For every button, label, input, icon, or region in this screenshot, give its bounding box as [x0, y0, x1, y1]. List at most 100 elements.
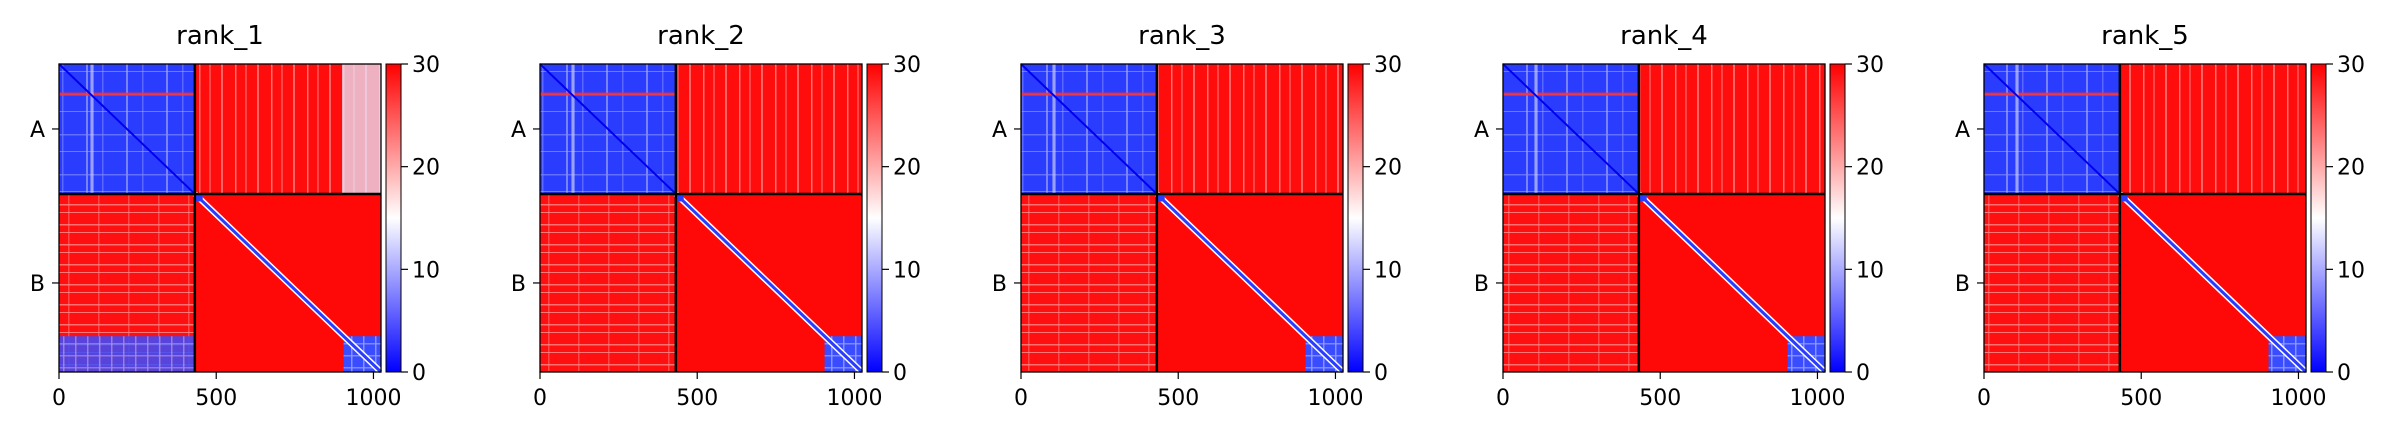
column-feature [90, 64, 94, 194]
colorbar-tick-label: 0 [412, 361, 426, 386]
axes-frame [58, 63, 382, 373]
colorbar [1347, 63, 1364, 373]
column-feature [342, 64, 381, 194]
colorbar-tick-label: 0 [2337, 361, 2351, 386]
x-tick-label: 1000 [826, 386, 882, 411]
lower-block [59, 336, 195, 372]
diagonal-b-start [1156, 193, 1165, 202]
chain-label: B [1474, 272, 1489, 297]
row-feature [540, 92, 676, 96]
colorbar-tick-label: 20 [1374, 156, 1402, 181]
x-tick-label: 0 [52, 386, 66, 411]
diagonal-a [1502, 63, 1640, 195]
block-ab [2119, 64, 2306, 194]
axes-frame [1502, 63, 1826, 373]
row-feature [1503, 92, 1639, 96]
chain-label: B [1955, 272, 1970, 297]
colorbar-tick-label: 20 [1856, 156, 1884, 181]
colorbar [2310, 63, 2327, 373]
x-tick-label: 1000 [1307, 386, 1363, 411]
colorbar-tick-label: 30 [893, 53, 921, 78]
x-tick-label: 0 [1977, 386, 1991, 411]
colorbar-tick-label: 10 [2337, 258, 2365, 283]
panel-4: rank_4 0 500 1000 A B 0 10 20 30 [1474, 21, 1884, 411]
colorbar-tick-label: 30 [1856, 53, 1884, 78]
panel-2: rank_2 0 500 1000 A B 0 10 20 30 [511, 21, 921, 411]
x-tick-label: 0 [1496, 386, 1510, 411]
x-tick-label: 0 [1014, 386, 1028, 411]
panel-title: rank_1 [176, 21, 264, 51]
colorbar-tick-label: 30 [2337, 53, 2365, 78]
colorbar-tick-label: 30 [412, 53, 440, 78]
colorbar-tick-label: 10 [1374, 258, 1402, 283]
block-ba [540, 193, 676, 372]
colorbar-tick-label: 10 [412, 258, 440, 283]
block-ba [1503, 193, 1639, 372]
colorbar-tick-label: 0 [1856, 361, 1870, 386]
colorbar-tick-label: 10 [893, 258, 921, 283]
diagonal-b-start [1638, 193, 1647, 202]
block-ab [675, 64, 862, 194]
colorbar [385, 63, 402, 373]
x-tick-label: 500 [1157, 386, 1199, 411]
row-feature [59, 92, 195, 96]
colorbar-tick-label: 30 [1374, 53, 1402, 78]
chain-label: A [30, 118, 45, 143]
colorbar-tick-label: 20 [412, 156, 440, 181]
block-ab [1638, 64, 1825, 194]
colorbar [866, 63, 883, 373]
diagonal-a [539, 63, 677, 195]
colorbar-tick-label: 10 [1856, 258, 1884, 283]
chain-label: B [992, 272, 1007, 297]
colorbar [1829, 63, 1846, 373]
diagonal-b-start [2119, 193, 2128, 202]
x-tick-label: 500 [676, 386, 718, 411]
colorbar-tick-label: 0 [1374, 361, 1388, 386]
x-tick-label: 500 [2120, 386, 2162, 411]
x-tick-label: 500 [1639, 386, 1681, 411]
chain-label: A [511, 118, 526, 143]
panel-3: rank_3 0 500 1000 A B 0 10 20 30 [992, 21, 1402, 411]
x-tick-label: 500 [195, 386, 237, 411]
axes-frame [539, 63, 863, 373]
row-feature [1984, 92, 2120, 96]
panel-title: rank_2 [657, 21, 745, 51]
column-feature [1534, 64, 1538, 194]
x-tick-label: 1000 [1789, 386, 1845, 411]
x-tick-label: 0 [533, 386, 547, 411]
panel-5: rank_5 0 500 1000 A B 0 10 20 30 [1955, 21, 2365, 411]
colorbar-tick-label: 20 [893, 156, 921, 181]
chain-label: A [1955, 118, 1970, 143]
diagonal-a [58, 63, 196, 195]
block-ba [1984, 193, 2120, 372]
diagonal-b-start [194, 193, 203, 202]
colorbar-tick-label: 0 [893, 361, 907, 386]
axes-frame [1983, 63, 2307, 373]
chain-label: B [30, 272, 45, 297]
x-tick-label: 1000 [345, 386, 401, 411]
diagonal-a [1020, 63, 1158, 195]
diagonal-b [2118, 192, 2308, 374]
panel-title: rank_5 [2101, 21, 2189, 51]
diagonal-b [674, 192, 864, 374]
diagonal-b [193, 192, 383, 374]
column-feature [2015, 64, 2019, 194]
diagonal-b [1155, 192, 1345, 374]
diagonal-b [1637, 192, 1827, 374]
column-feature [571, 64, 575, 194]
chain-label: A [992, 118, 1007, 143]
diagonal-a [1983, 63, 2121, 195]
colorbar-tick-label: 20 [2337, 156, 2365, 181]
block-ab [1156, 64, 1343, 194]
panel-title: rank_3 [1138, 21, 1226, 51]
column-feature [1052, 64, 1056, 194]
chain-label: B [511, 272, 526, 297]
chain-label: A [1474, 118, 1489, 143]
x-tick-label: 1000 [2270, 386, 2326, 411]
panel-1: rank_1 0 500 1000 A B 0 10 20 30 [30, 21, 440, 411]
diagonal-b-start [675, 193, 684, 202]
block-ba [1021, 193, 1157, 372]
panel-title: rank_4 [1620, 21, 1708, 51]
axes-frame [1020, 63, 1344, 373]
